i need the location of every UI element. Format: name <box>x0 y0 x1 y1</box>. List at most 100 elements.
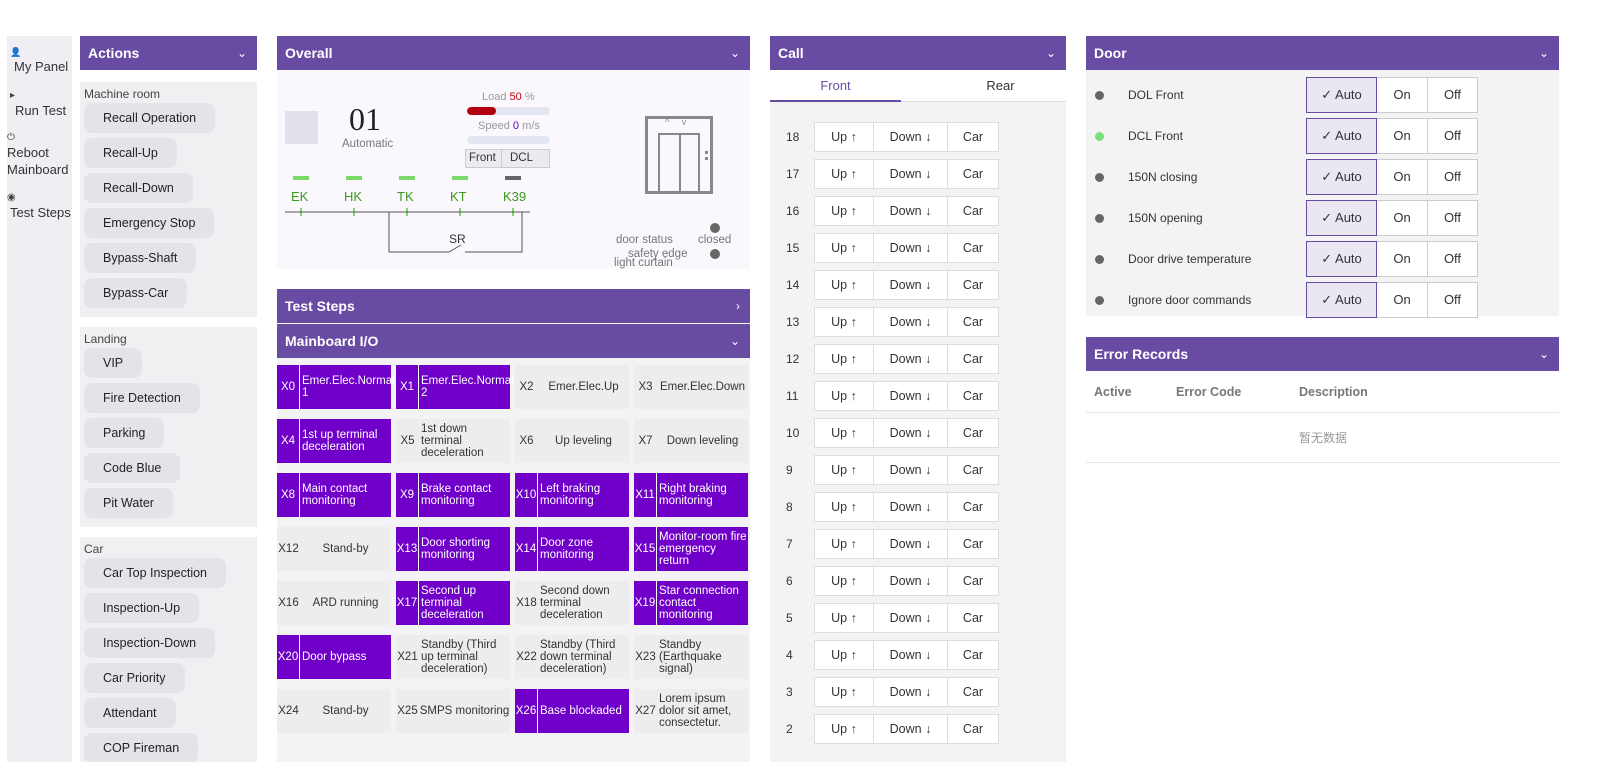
call-up-button[interactable]: Up ↑ <box>814 344 874 374</box>
overall-header[interactable]: Overall ⌄ <box>277 36 750 70</box>
inspection-down-button[interactable]: Inspection-Down <box>84 628 216 658</box>
chevron-down-icon[interactable]: ⌄ <box>1538 46 1549 60</box>
chevron-down-icon[interactable]: ⌄ <box>1045 46 1056 60</box>
door-header[interactable]: Door ⌄ <box>1086 36 1559 70</box>
recall-operation-button[interactable]: Recall Operation <box>84 103 216 133</box>
call-down-button[interactable]: Down ↓ <box>874 159 948 189</box>
call-car-button[interactable]: Car <box>948 233 999 263</box>
auto-option[interactable]: ✓ Auto <box>1306 200 1377 236</box>
column-header-description[interactable]: Description <box>1299 385 1368 399</box>
auto-option[interactable]: ✓ Auto <box>1306 159 1377 195</box>
off-option[interactable]: Off <box>1428 200 1478 236</box>
off-option[interactable]: Off <box>1428 118 1478 154</box>
call-up-button[interactable]: Up ↑ <box>814 677 874 707</box>
call-up-button[interactable]: Up ↑ <box>814 196 874 226</box>
on-option[interactable]: On <box>1377 159 1428 195</box>
call-up-button[interactable]: Up ↑ <box>814 233 874 263</box>
call-down-button[interactable]: Down ↓ <box>874 492 948 522</box>
mainboard-io-header[interactable]: Mainboard I/O ⌄ <box>277 324 750 358</box>
call-up-button[interactable]: Up ↑ <box>814 566 874 596</box>
call-up-button[interactable]: Up ↑ <box>814 270 874 300</box>
call-down-button[interactable]: Down ↓ <box>874 307 948 337</box>
bypass-car-button[interactable]: Bypass-Car <box>84 278 188 308</box>
off-option[interactable]: Off <box>1428 282 1478 318</box>
car-priority-button[interactable]: Car Priority <box>84 663 185 693</box>
call-down-button[interactable]: Down ↓ <box>874 196 948 226</box>
call-car-button[interactable]: Car <box>948 492 999 522</box>
call-up-button[interactable]: Up ↑ <box>814 603 874 633</box>
auto-option[interactable]: ✓ Auto <box>1306 241 1377 277</box>
on-option[interactable]: On <box>1377 77 1428 113</box>
column-header-active[interactable]: Active <box>1094 385 1132 399</box>
call-down-button[interactable]: Down ↓ <box>874 529 948 559</box>
chevron-down-icon[interactable]: ⌄ <box>236 46 247 60</box>
parking-button[interactable]: Parking <box>84 418 165 448</box>
off-option[interactable]: Off <box>1428 241 1478 277</box>
call-up-button[interactable]: Up ↑ <box>814 714 874 744</box>
call-down-button[interactable]: Down ↓ <box>874 677 948 707</box>
off-option[interactable]: Off <box>1428 77 1478 113</box>
call-up-button[interactable]: Up ↑ <box>814 492 874 522</box>
error-records-header[interactable]: Error Records ⌄ <box>1086 337 1559 371</box>
on-option[interactable]: On <box>1377 118 1428 154</box>
call-up-button[interactable]: Up ↑ <box>814 640 874 670</box>
bypass-shaft-button[interactable]: Bypass-Shaft <box>84 243 197 273</box>
attendant-button[interactable]: Attendant <box>84 698 176 728</box>
call-car-button[interactable]: Car <box>948 640 999 670</box>
on-option[interactable]: On <box>1377 241 1428 277</box>
emergency-stop-button[interactable]: Emergency Stop <box>84 208 215 238</box>
call-car-button[interactable]: Car <box>948 196 999 226</box>
call-down-button[interactable]: Down ↓ <box>874 640 948 670</box>
call-up-button[interactable]: Up ↑ <box>814 418 874 448</box>
code-blue-button[interactable]: Code Blue <box>84 453 181 483</box>
call-up-button[interactable]: Up ↑ <box>814 159 874 189</box>
call-up-button[interactable]: Up ↑ <box>814 455 874 485</box>
auto-option[interactable]: ✓ Auto <box>1306 118 1377 154</box>
call-down-button[interactable]: Down ↓ <box>874 122 948 152</box>
call-car-button[interactable]: Car <box>948 270 999 300</box>
call-down-button[interactable]: Down ↓ <box>874 714 948 744</box>
call-down-button[interactable]: Down ↓ <box>874 344 948 374</box>
call-car-button[interactable]: Car <box>948 344 999 374</box>
vip-button[interactable]: VIP <box>84 348 143 378</box>
nav-item-reboot-mainboard[interactable]: ⏻ Reboot Mainboard <box>7 132 72 178</box>
call-car-button[interactable]: Car <box>948 418 999 448</box>
off-option[interactable]: Off <box>1428 159 1478 195</box>
nav-item-run-test[interactable]: ▸ Run Test <box>10 90 72 119</box>
call-down-button[interactable]: Down ↓ <box>874 603 948 633</box>
on-option[interactable]: On <box>1377 282 1428 318</box>
call-up-button[interactable]: Up ↑ <box>814 122 874 152</box>
recall-up-button[interactable]: Recall-Up <box>84 138 177 168</box>
call-car-button[interactable]: Car <box>948 714 999 744</box>
chevron-right-icon[interactable]: › <box>736 299 740 313</box>
call-down-button[interactable]: Down ↓ <box>874 418 948 448</box>
auto-option[interactable]: ✓ Auto <box>1306 282 1377 318</box>
column-header-error-code[interactable]: Error Code <box>1176 385 1242 399</box>
call-car-button[interactable]: Car <box>948 603 999 633</box>
call-car-button[interactable]: Car <box>948 677 999 707</box>
call-down-button[interactable]: Down ↓ <box>874 455 948 485</box>
call-down-button[interactable]: Down ↓ <box>874 381 948 411</box>
call-car-button[interactable]: Car <box>948 455 999 485</box>
call-up-button[interactable]: Up ↑ <box>814 381 874 411</box>
test-steps-header[interactable]: Test Steps › <box>277 289 750 323</box>
call-car-button[interactable]: Car <box>948 529 999 559</box>
inspection-up-button[interactable]: Inspection-Up <box>84 593 200 623</box>
nav-item-my-panel[interactable]: 👤 My Panel <box>10 46 72 75</box>
nav-item-test-steps[interactable]: ◉ Test Steps <box>7 192 72 221</box>
call-down-button[interactable]: Down ↓ <box>874 270 948 300</box>
call-car-button[interactable]: Car <box>948 381 999 411</box>
fire-detection-button[interactable]: Fire Detection <box>84 383 200 413</box>
call-header[interactable]: Call ⌄ <box>770 36 1066 70</box>
call-up-button[interactable]: Up ↑ <box>814 307 874 337</box>
call-down-button[interactable]: Down ↓ <box>874 566 948 596</box>
on-option[interactable]: On <box>1377 200 1428 236</box>
call-car-button[interactable]: Car <box>948 307 999 337</box>
actions-header[interactable]: Actions ⌄ <box>80 36 257 70</box>
call-car-button[interactable]: Car <box>948 566 999 596</box>
pit-water-button[interactable]: Pit Water <box>84 488 173 518</box>
tab-front[interactable]: Front <box>770 70 901 102</box>
recall-down-button[interactable]: Recall-Down <box>84 173 193 203</box>
chevron-down-icon[interactable]: ⌄ <box>1538 347 1549 361</box>
call-down-button[interactable]: Down ↓ <box>874 233 948 263</box>
